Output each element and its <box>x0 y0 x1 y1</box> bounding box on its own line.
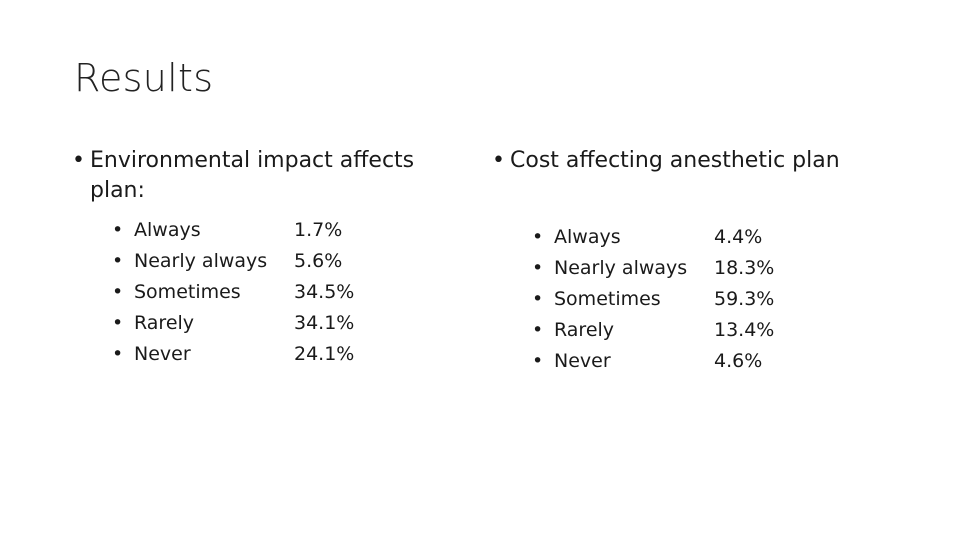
list-item: • Nearly always 5.6% <box>112 245 452 276</box>
left-heading: • Environmental impact affects plan: <box>72 146 452 206</box>
list-item: • Always 4.4% <box>532 221 932 252</box>
slide-title: Results <box>74 56 214 100</box>
list-item: • Rarely 13.4% <box>532 314 932 345</box>
right-heading-text: Cost affecting anesthetic plan <box>510 148 840 173</box>
left-list: • Always 1.7% • Nearly always 5.6% • Sometime… <box>72 214 452 369</box>
right-heading: • Cost affecting anesthetic plan <box>492 146 932 176</box>
right-column: • Cost affecting anesthetic plan • Always 4… <box>492 146 932 376</box>
bullet: • <box>532 349 544 372</box>
bullet: • <box>492 148 505 173</box>
bullet: • <box>112 342 124 365</box>
item-value: 4.6% <box>714 349 763 372</box>
bullet: • <box>112 249 124 272</box>
list-item: • Rarely 34.1% <box>112 307 452 338</box>
bullet: • <box>532 318 544 341</box>
left-column: • Environmental impact affects plan: • Alw… <box>72 146 452 369</box>
bullet: • <box>112 280 124 303</box>
bullet: • <box>112 311 124 334</box>
item-value: 34.5% <box>294 280 355 303</box>
item-value: 24.1% <box>294 342 355 365</box>
list-item: • Nearly always 18.3% <box>532 252 932 283</box>
item-value: 1.7% <box>294 218 343 241</box>
item-label: Never <box>554 349 611 372</box>
item-label: Always <box>134 218 201 241</box>
right-list: • Always 4.4% • Nearly always 18.3% • Sometim… <box>492 221 932 376</box>
bullet: • <box>532 287 544 310</box>
bullet: • <box>112 218 124 241</box>
item-value: 18.3% <box>714 256 775 279</box>
item-label: Rarely <box>134 311 195 334</box>
list-item: • Sometimes 59.3% <box>532 283 932 314</box>
item-label: Nearly always <box>134 249 268 272</box>
item-value: 34.1% <box>294 311 355 334</box>
item-label: Rarely <box>554 318 615 341</box>
bullet: • <box>532 225 544 248</box>
item-value: 59.3% <box>714 287 775 310</box>
list-item: • Never 24.1% <box>112 338 452 369</box>
bullet: • <box>532 256 544 279</box>
list-item: • Always 1.7% <box>112 214 452 245</box>
item-label: Nearly always <box>554 256 688 279</box>
item-label: Never <box>134 342 191 365</box>
item-label: Sometimes <box>134 280 241 303</box>
item-label: Sometimes <box>554 287 661 310</box>
list-item: • Sometimes 34.5% <box>112 276 452 307</box>
item-value: 5.6% <box>294 249 343 272</box>
left-heading-text: Environmental impact affects plan: <box>90 148 415 203</box>
item-value: 4.4% <box>714 225 763 248</box>
list-item: • Never 4.6% <box>532 345 932 376</box>
item-label: Always <box>554 225 621 248</box>
bullet: • <box>72 148 85 173</box>
item-value: 13.4% <box>714 318 775 341</box>
